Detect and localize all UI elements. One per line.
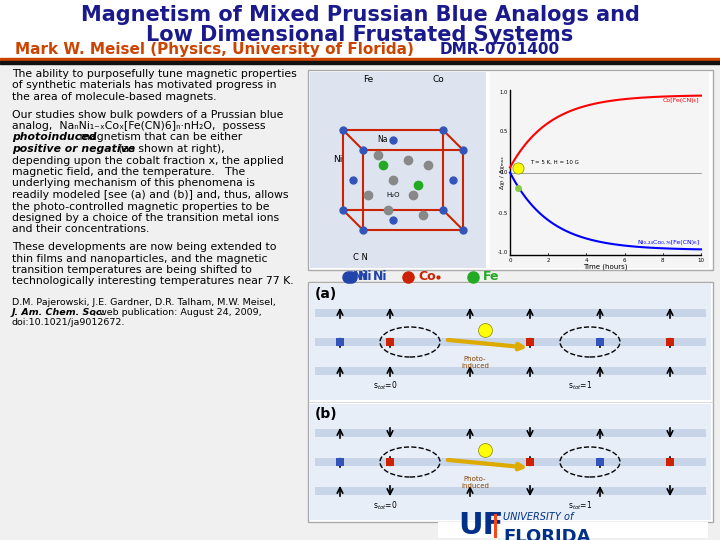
Text: D.M. Pajerowski, J.E. Gardner, D.R. Talham, M.W. Meisel,: D.M. Pajerowski, J.E. Gardner, D.R. Talh…	[12, 298, 276, 307]
Text: Fe: Fe	[483, 271, 500, 284]
Bar	[315, 429, 706, 437]
Text: s$_{tot}$=1: s$_{tot}$=1	[568, 500, 592, 512]
Text: analog,  NaₙNi₁₋ₓCoₓ[Fe(CN)6]ₙ·nH₂O,  possess: analog, NaₙNi₁₋ₓCoₓ[Fe(CN)6]ₙ·nH₂O, poss…	[12, 121, 266, 131]
Text: Time (hours): Time (hours)	[583, 263, 628, 269]
Text: the area of molecule-based magnets.: the area of molecule-based magnets.	[12, 92, 217, 102]
Text: Magnetism of Mixed Prussian Blue Analogs and: Magnetism of Mixed Prussian Blue Analogs…	[81, 5, 639, 25]
Text: UNIVERSITY of: UNIVERSITY of	[503, 512, 573, 522]
Text: Co[Fe(CN)₆]: Co[Fe(CN)₆]	[662, 98, 699, 103]
Bar	[315, 487, 706, 495]
Text: Photo-
induced: Photo- induced	[461, 476, 489, 489]
Text: UF: UF	[458, 511, 503, 540]
Text: C N: C N	[353, 253, 368, 262]
Text: doi:10.1021/ja9012672.: doi:10.1021/ja9012672.	[12, 318, 125, 327]
Bar	[0, 57, 720, 60]
Text: -0.5: -0.5	[498, 211, 508, 216]
Text: Low Dimensional Frustated Systems: Low Dimensional Frustated Systems	[146, 25, 574, 45]
Bar	[315, 367, 706, 375]
Text: the photo-controlled magnetic properties to be: the photo-controlled magnetic properties…	[12, 201, 269, 212]
Text: These developments are now being extended to: These developments are now being extende…	[12, 242, 276, 252]
Text: -1.0: -1.0	[498, 249, 508, 254]
Text: s$_{tot}$=0: s$_{tot}$=0	[373, 500, 397, 512]
Bar	[310, 404, 711, 520]
Bar	[315, 338, 706, 346]
Text: , web publication: August 24, 2009,: , web publication: August 24, 2009,	[93, 308, 261, 317]
Text: positive or negative: positive or negative	[12, 144, 135, 154]
Text: thin films and nanoparticles, and the magnetic: thin films and nanoparticles, and the ma…	[12, 253, 268, 264]
Bar	[596, 338, 604, 346]
Text: (a): (a)	[315, 287, 337, 301]
Text: and their concentrations.: and their concentrations.	[12, 225, 149, 234]
Text: Ni₀.₂₄Co₀.₇₆[Fe(CN)₆]: Ni₀.₂₄Co₀.₇₆[Fe(CN)₆]	[637, 240, 699, 245]
Text: s$_{tot}$=1: s$_{tot}$=1	[568, 380, 592, 392]
Text: technologically interesting temperatures near 77 K.: technologically interesting temperatures…	[12, 276, 294, 287]
Text: Δχₜ / Δχₘₐₓ: Δχₜ / Δχₘₐₓ	[500, 156, 505, 189]
Text: Ni: Ni	[373, 271, 387, 284]
Text: 2: 2	[546, 258, 550, 263]
Bar	[336, 458, 344, 466]
Text: (b): (b)	[315, 407, 338, 421]
Bar	[526, 338, 534, 346]
Bar	[526, 458, 534, 466]
Text: Fe: Fe	[363, 75, 373, 84]
Text: readily modeled [see (a) and (b)] and, thus, allows: readily modeled [see (a) and (b)] and, t…	[12, 190, 289, 200]
Bar	[596, 458, 604, 466]
Text: Co: Co	[418, 271, 436, 284]
Text: T = 5 K, H = 10 G: T = 5 K, H = 10 G	[530, 159, 579, 165]
Text: Our studies show bulk powders of a Prussian blue: Our studies show bulk powders of a Pruss…	[12, 110, 284, 119]
Text: depending upon the cobalt fraction x, the applied: depending upon the cobalt fraction x, th…	[12, 156, 284, 165]
Bar	[315, 309, 706, 317]
Text: J. Am. Chem. Soc.: J. Am. Chem. Soc.	[12, 308, 106, 317]
Bar	[494, 514, 497, 538]
Text: Na: Na	[378, 135, 388, 144]
Bar	[315, 458, 706, 466]
Text: designed by a choice of the transition metal ions: designed by a choice of the transition m…	[12, 213, 279, 223]
Bar	[0, 60, 720, 64]
Text: 0: 0	[508, 258, 512, 263]
Bar	[0, 64, 720, 540]
Text: Photo-
induced: Photo- induced	[461, 356, 489, 369]
Text: Mark W. Meisel (Physics, University of Florida): Mark W. Meisel (Physics, University of F…	[15, 42, 414, 57]
Text: H₂O: H₂O	[386, 192, 400, 198]
Text: 0.5: 0.5	[500, 129, 508, 134]
Text: The ability to purposefully tune magnetic properties: The ability to purposefully tune magneti…	[12, 69, 297, 79]
Text: 1.0: 1.0	[500, 91, 508, 96]
Text: magnetism that can be either: magnetism that can be either	[76, 132, 242, 143]
Text: magnetic field, and the temperature.   The: magnetic field, and the temperature. The	[12, 167, 246, 177]
Text: s$_{tot}$=0: s$_{tot}$=0	[373, 380, 397, 392]
Text: transition temperatures are being shifted to: transition temperatures are being shifte…	[12, 265, 252, 275]
Text: Ni: Ni	[333, 156, 343, 165]
Bar	[308, 282, 713, 522]
Text: underlying mechanism of this phenomena is: underlying mechanism of this phenomena i…	[12, 179, 255, 188]
Text: 10: 10	[698, 258, 704, 263]
Bar	[310, 284, 711, 400]
Bar	[336, 338, 344, 346]
Text: DMR-0701400: DMR-0701400	[440, 42, 560, 57]
Text: Ni: Ni	[353, 271, 367, 284]
Text: FLORIDA: FLORIDA	[503, 528, 590, 540]
Bar	[310, 72, 486, 268]
Text: 6: 6	[623, 258, 626, 263]
Text: Co: Co	[432, 75, 444, 84]
Text: 8: 8	[661, 258, 665, 263]
Text: 4: 4	[585, 258, 588, 263]
Bar	[438, 522, 708, 538]
Bar	[308, 70, 713, 270]
Text: (as shown at right),: (as shown at right),	[115, 144, 225, 154]
Bar	[386, 338, 394, 346]
Bar	[666, 458, 674, 466]
Text: 0.0: 0.0	[500, 170, 508, 175]
Bar	[0, 0, 720, 85]
Bar	[386, 458, 394, 466]
Bar	[666, 338, 674, 346]
Text: Ni: Ni	[358, 271, 372, 284]
Bar	[490, 72, 709, 268]
Text: photoinduced: photoinduced	[12, 132, 96, 143]
Text: of synthetic materials has motivated progress in: of synthetic materials has motivated pro…	[12, 80, 276, 91]
